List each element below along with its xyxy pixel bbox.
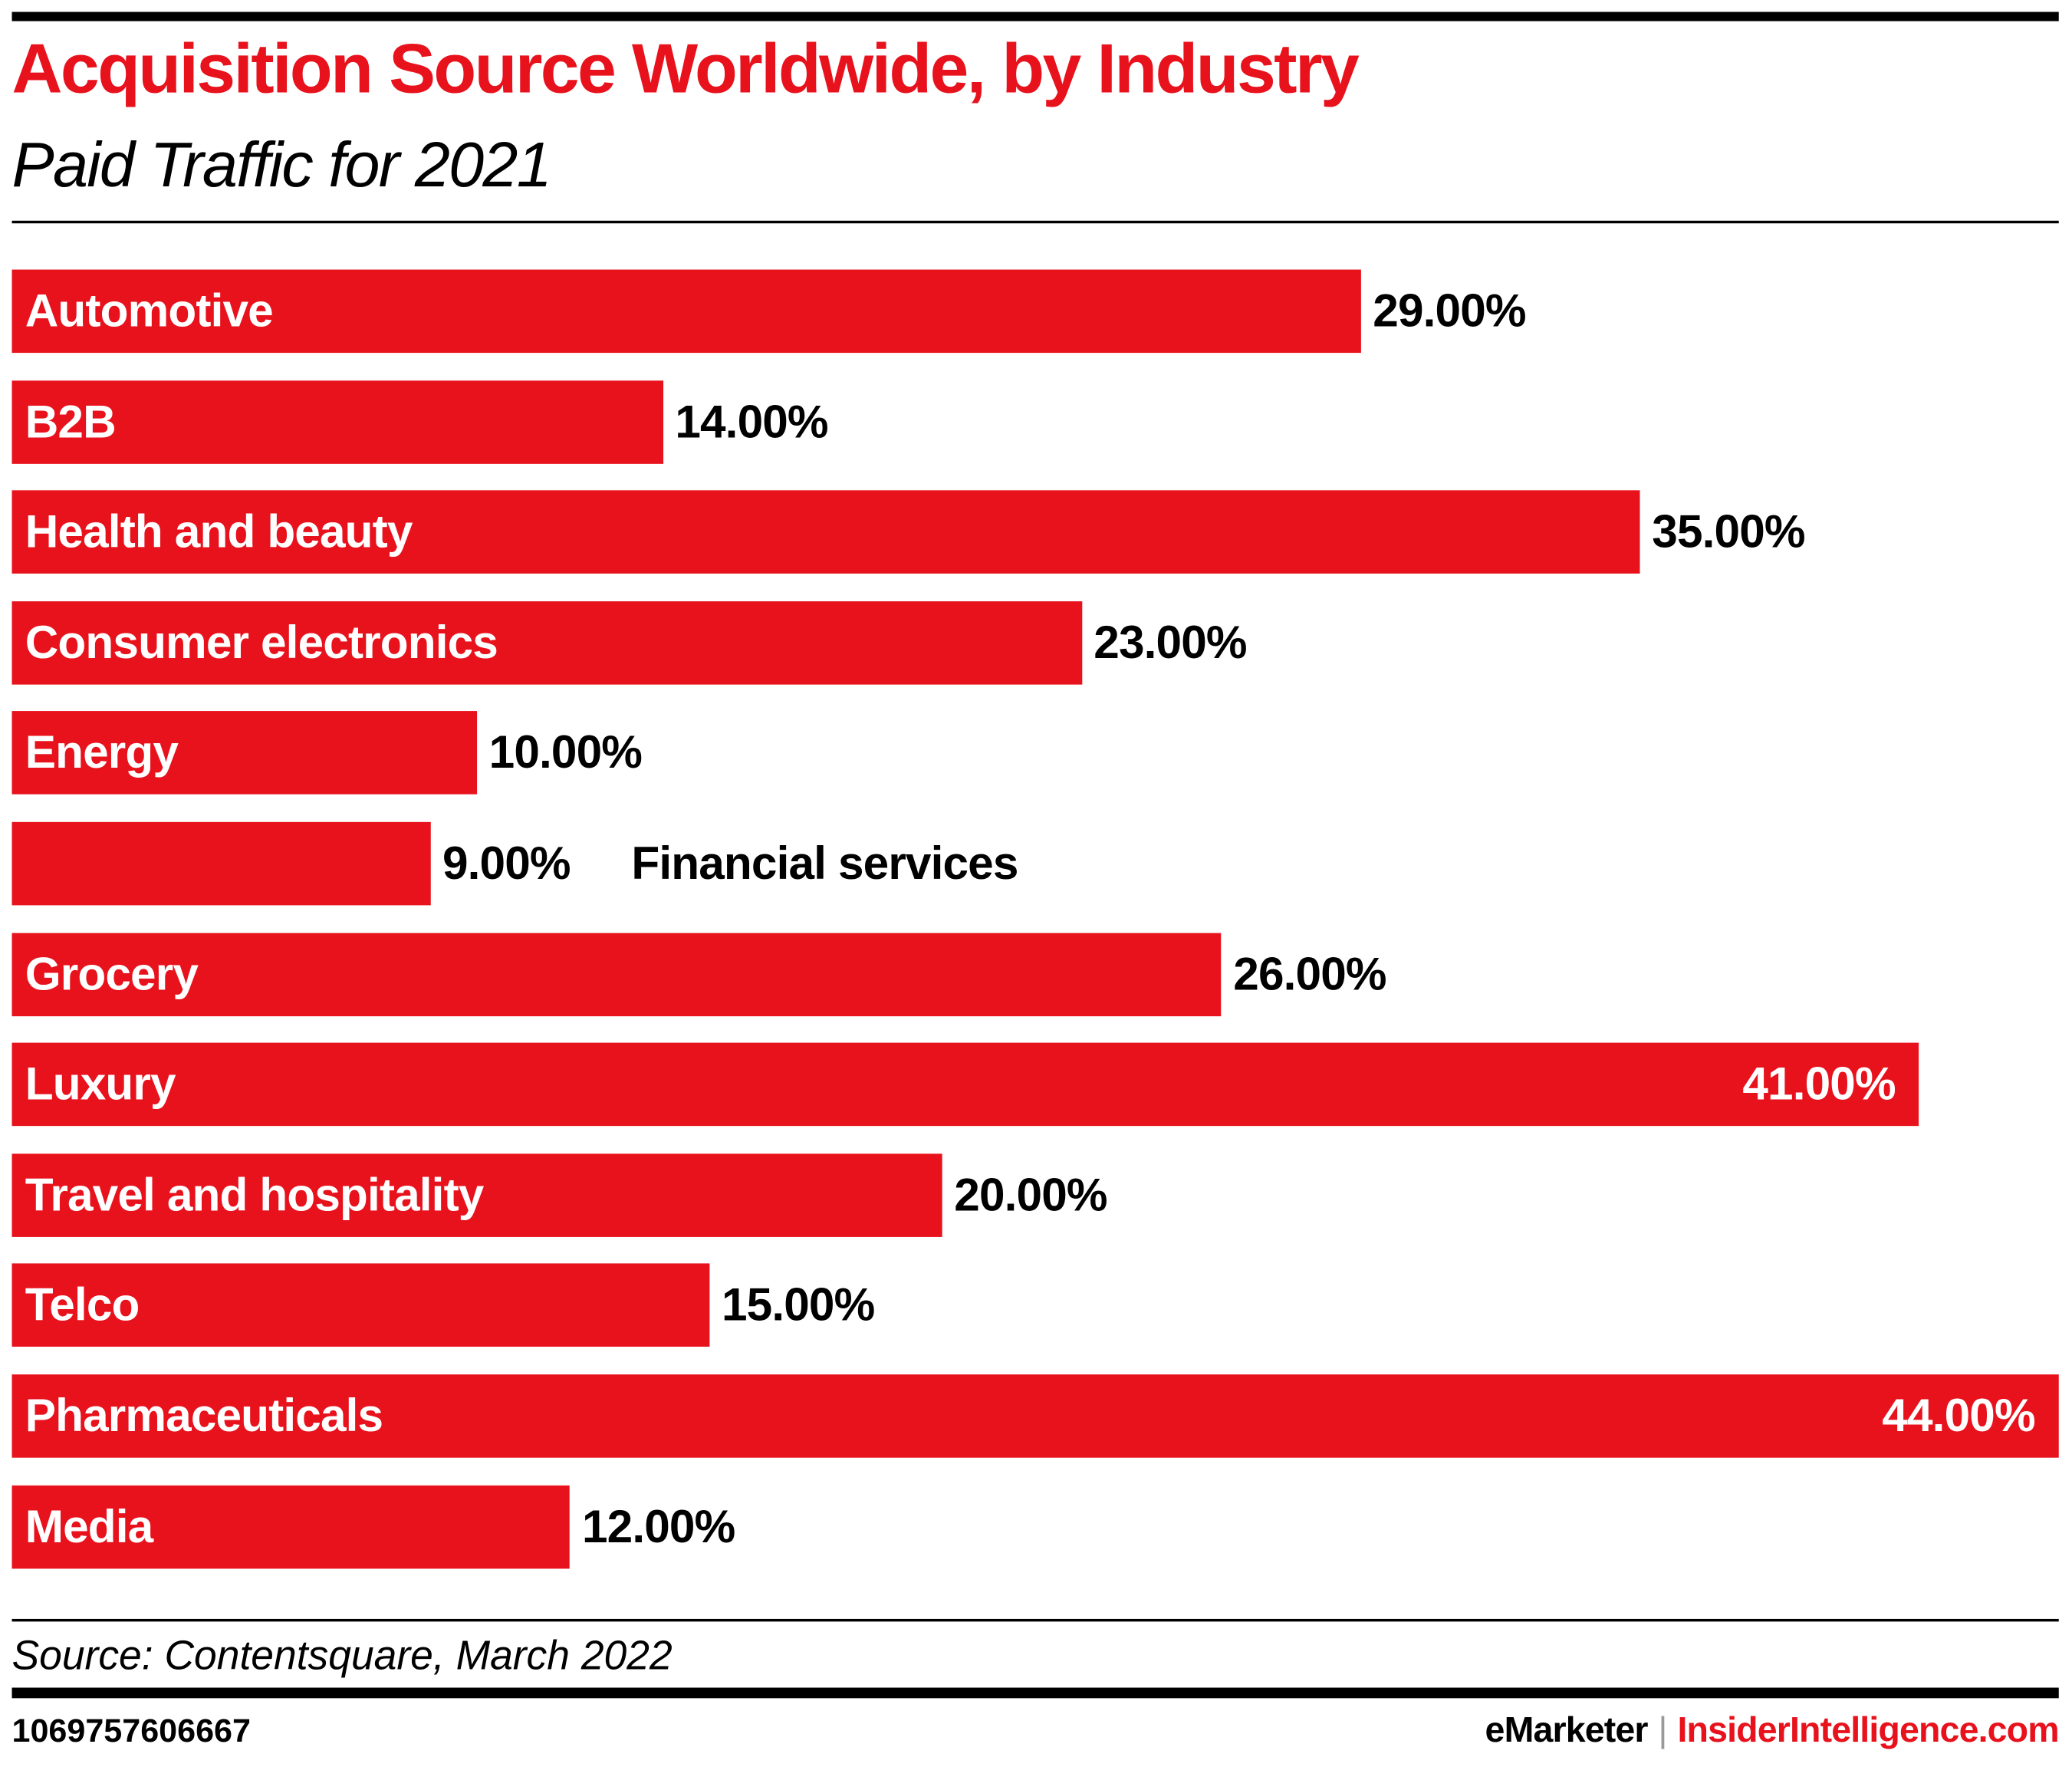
category-label: Travel and hospitality	[25, 1169, 485, 1221]
category-label: Luxury	[25, 1058, 176, 1111]
bar	[12, 490, 1640, 574]
value-label: 12.00%	[581, 1500, 735, 1553]
source-note: Source: Contentsquare, March 2022	[12, 1632, 673, 1679]
header-rule	[12, 220, 2059, 224]
category-label: B2B	[25, 396, 117, 448]
value-label: 9.00%	[442, 837, 571, 890]
bar	[12, 1264, 710, 1347]
value-label: 44.00%	[1882, 1390, 2035, 1443]
value-label: 29.00%	[1373, 285, 1526, 337]
category-label: Automotive	[25, 285, 274, 337]
value-label: 41.00%	[1742, 1058, 1896, 1111]
bar	[12, 269, 1361, 354]
value-label: 26.00%	[1233, 948, 1386, 1000]
brand-separator: |	[1658, 1709, 1667, 1750]
brand-logo: eMarketer | InsiderIntelligence.com	[1485, 1709, 2060, 1751]
value-label: 35.00%	[1652, 506, 1805, 558]
bottom-rule	[12, 1687, 2059, 1699]
chart-title: Acquisition Source Worldwide, by Industr…	[12, 30, 1360, 109]
brand-emarketer: eMarketer	[1485, 1709, 1649, 1750]
chart-subtitle: Paid Traffic for 2021	[12, 130, 552, 201]
category-label: Energy	[25, 727, 179, 779]
category-label: Telco	[25, 1279, 140, 1331]
bar	[12, 1374, 2059, 1458]
bar	[12, 1042, 1919, 1127]
value-label: 10.00%	[488, 727, 643, 779]
category-label: Consumer electronics	[25, 617, 498, 669]
category-label: Financial services	[631, 837, 1018, 890]
bar	[12, 1485, 571, 1568]
bar	[12, 932, 1222, 1016]
bar	[12, 821, 431, 906]
bar	[12, 601, 1082, 685]
value-label: 14.00%	[675, 396, 828, 448]
category-label: Grocery	[25, 948, 199, 1000]
category-label: Media	[25, 1500, 153, 1553]
top-rule	[12, 12, 2059, 21]
brand-insider-intelligence: InsiderIntelligence.com	[1677, 1709, 2059, 1750]
bar	[12, 380, 663, 464]
value-label: 23.00%	[1094, 617, 1247, 669]
category-label: Health and beauty	[25, 506, 413, 558]
category-label: Pharmaceuticals	[25, 1390, 383, 1443]
chart-id: 1069757606667	[12, 1713, 251, 1750]
bar	[12, 711, 478, 795]
footer-rule	[12, 1618, 2059, 1622]
value-label: 20.00%	[954, 1169, 1107, 1221]
value-label: 15.00%	[721, 1279, 875, 1331]
bar	[12, 1153, 942, 1237]
